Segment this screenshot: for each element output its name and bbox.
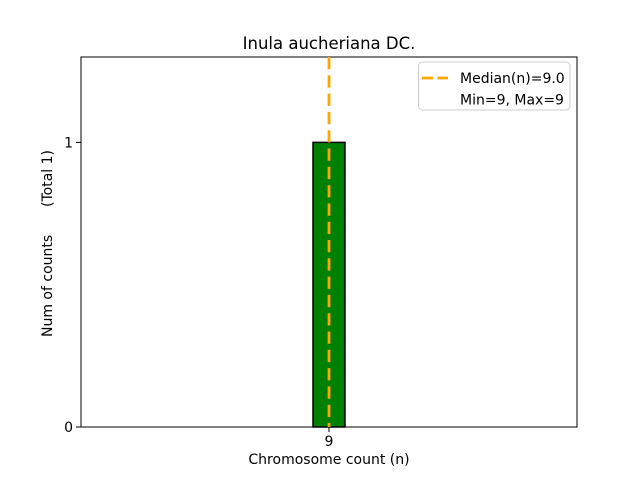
legend-box xyxy=(418,61,571,111)
x-axis-label: Chromosome count (n) xyxy=(248,452,409,468)
legend-entry-median: Median(n)=9.0 xyxy=(460,71,565,87)
y-axis-label: Num of counts xyxy=(40,235,56,337)
legend: Median(n)=9.0 Min=9, Max=9 xyxy=(418,61,571,111)
legend-entry-min-max: Min=9, Max=9 xyxy=(460,93,564,109)
chart-title: Inula aucheriana DC. xyxy=(243,34,416,53)
y-tick-label-0: 0 xyxy=(64,420,73,436)
y-tick-label-1: 1 xyxy=(64,135,73,151)
y-axis-total-annotation: (Total 1) xyxy=(40,150,56,207)
x-tick-label-9: 9 xyxy=(325,434,334,450)
